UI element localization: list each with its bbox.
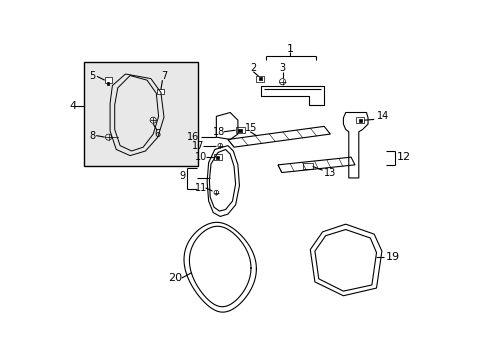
Text: 20: 20	[168, 273, 183, 283]
Bar	[256, 76, 264, 82]
Text: 3: 3	[279, 63, 285, 73]
Bar	[356, 117, 364, 123]
Bar	[216, 156, 219, 159]
Bar	[238, 129, 241, 132]
Text: 2: 2	[250, 63, 256, 73]
Bar	[235, 127, 244, 133]
Bar	[303, 163, 312, 170]
Text: 9: 9	[179, 171, 185, 181]
Text: 19: 19	[385, 252, 399, 262]
Text: 16: 16	[187, 132, 199, 142]
Text: 13: 13	[324, 167, 336, 177]
Text: 10: 10	[194, 152, 206, 162]
Text: 11: 11	[194, 183, 206, 193]
Text: 5: 5	[89, 71, 95, 81]
Text: 8: 8	[89, 131, 95, 141]
Bar	[358, 119, 361, 122]
Text: 17: 17	[191, 141, 203, 150]
Text: 6: 6	[154, 129, 161, 139]
Bar	[214, 154, 221, 160]
Bar	[84, 62, 198, 166]
Text: 7: 7	[161, 71, 167, 81]
Text: 14: 14	[376, 111, 388, 121]
Text: 1: 1	[286, 44, 293, 54]
Bar	[104, 77, 111, 83]
Bar	[157, 89, 163, 94]
Bar	[258, 77, 261, 80]
Text: 18: 18	[213, 127, 225, 137]
Text: 4: 4	[69, 101, 76, 111]
Text: 12: 12	[396, 152, 410, 162]
Bar	[107, 82, 109, 85]
Text: 15: 15	[244, 123, 257, 133]
